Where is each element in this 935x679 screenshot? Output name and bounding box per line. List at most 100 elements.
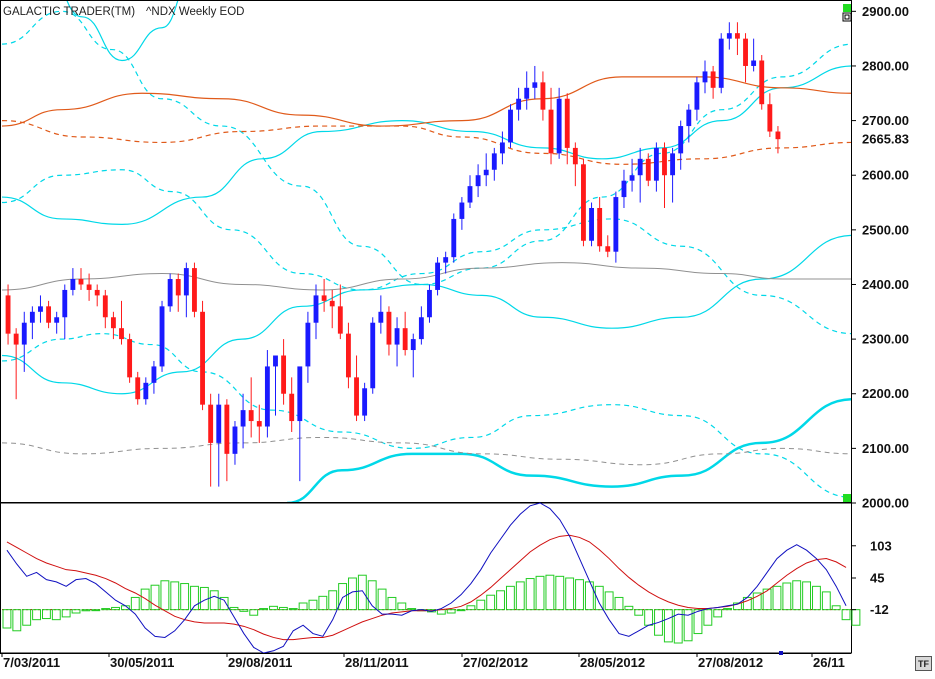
cycle-line-9 [1, 119, 851, 165]
histogram-bar [180, 583, 190, 611]
candle-body [281, 355, 287, 394]
histogram-bar [298, 602, 308, 611]
candle-body [102, 295, 108, 318]
histogram-bar [782, 582, 792, 611]
candle [264, 350, 270, 438]
candle [418, 306, 424, 345]
cycle-lines [1, 1, 851, 502]
price-tick-label: 2600.00 [862, 168, 909, 183]
candle [192, 262, 197, 318]
histogram-bar [575, 579, 584, 611]
candle [394, 317, 400, 367]
price-tick-label: 2100.00 [862, 441, 909, 456]
candle-body [313, 295, 319, 323]
candle [702, 60, 708, 94]
candle [629, 158, 635, 192]
histogram-bar [821, 591, 831, 611]
candle [508, 104, 513, 148]
histogram-bar [673, 609, 683, 644]
candle-body [443, 257, 449, 263]
candle [491, 147, 497, 181]
histogram-bar [624, 605, 634, 611]
candle-body [62, 289, 68, 318]
candle-body [427, 289, 432, 318]
candle-body [637, 158, 643, 176]
candle [216, 393, 222, 487]
candle [21, 311, 27, 372]
candle [127, 333, 133, 383]
candle [775, 126, 781, 154]
candle-body [589, 207, 594, 241]
histogram-bar [723, 608, 733, 611]
candle [678, 120, 684, 170]
candle [548, 87, 554, 165]
candle-body [759, 60, 765, 105]
candle-body [645, 158, 651, 181]
histogram-bar [150, 584, 160, 611]
histogram-bar [41, 609, 51, 620]
candle [321, 279, 327, 312]
histogram-bar [703, 609, 713, 626]
histogram-bar [22, 609, 32, 626]
histogram-bar [219, 596, 229, 611]
macd-tick-label: -12 [870, 602, 889, 617]
candle-body [491, 153, 497, 170]
candle [662, 142, 667, 208]
histogram-bar [456, 609, 466, 612]
candle-body [192, 268, 197, 312]
candle-body [459, 202, 465, 219]
candle-body [329, 300, 335, 307]
candle [167, 273, 173, 312]
candle-body [694, 82, 700, 110]
date-tick-label: 26/11 [813, 655, 845, 670]
candle [38, 295, 43, 323]
cycle-line-11 [1, 436, 851, 466]
candle-body [605, 246, 611, 252]
candle [240, 393, 246, 449]
histogram-bar [308, 599, 318, 611]
current-price-label: 2665.83 [862, 131, 909, 146]
candle-body [508, 109, 513, 143]
candle-body [678, 126, 684, 154]
candle-body [726, 33, 732, 39]
histogram-bar [278, 606, 288, 611]
tf-button[interactable]: TF [915, 656, 932, 671]
cycle-line-2 [1, 10, 851, 286]
candle-body [362, 388, 368, 416]
candle [435, 257, 441, 296]
candle-body [386, 311, 392, 345]
histogram-bar [812, 585, 821, 611]
instrument-label: ^NDX Weekly EOD [146, 6, 244, 18]
candle-body [240, 410, 246, 427]
cycle-line-1 [2, 1, 179, 62]
candle [232, 421, 238, 465]
candle [151, 360, 157, 394]
candle-body [29, 311, 35, 323]
candle-body [46, 306, 52, 323]
candle [734, 22, 740, 56]
candle [256, 404, 262, 443]
candle-body [183, 268, 189, 296]
candle-body [54, 317, 60, 323]
candle [710, 65, 716, 99]
candle [159, 300, 165, 372]
candle-body [467, 186, 473, 203]
candle [54, 311, 60, 334]
candle [581, 158, 586, 247]
candle [337, 284, 343, 340]
histogram-bar [693, 609, 703, 635]
candle [459, 197, 465, 230]
candle-body [232, 426, 238, 454]
candle [305, 311, 311, 383]
candle [370, 317, 376, 394]
candle-body [143, 382, 149, 400]
candle-body [70, 279, 76, 290]
histogram-bar [486, 594, 496, 611]
candle-body [119, 328, 124, 340]
app-title: GALACTIC TRADER(TM) [3, 6, 135, 18]
histogram-bar [61, 609, 71, 618]
histogram-bar [209, 590, 219, 611]
macd-tick-label: 103 [870, 538, 892, 553]
histogram-bar [466, 605, 476, 611]
candle-body [110, 317, 116, 329]
